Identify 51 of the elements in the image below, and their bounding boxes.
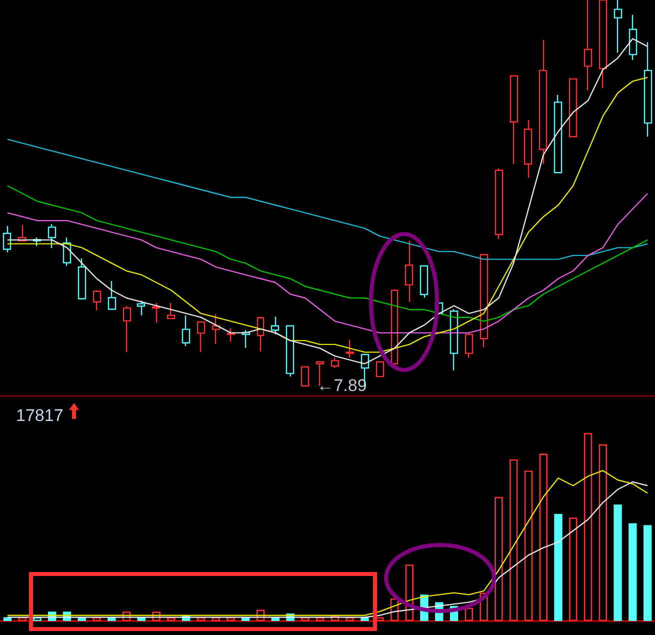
candlestick (480, 254, 488, 348)
candlestick (554, 94, 562, 174)
bar (509, 459, 518, 621)
candlestick (286, 325, 294, 378)
candlestick (212, 314, 220, 345)
bar (584, 433, 592, 621)
candlestick (390, 290, 398, 364)
candlestick (510, 75, 518, 165)
bar (643, 525, 652, 621)
annotation: ←7.89 (316, 376, 367, 395)
candlestick (136, 300, 146, 316)
bar (464, 608, 474, 621)
candlestick (122, 306, 132, 353)
candlestick (450, 308, 458, 371)
candlestick (108, 280, 116, 310)
candlestick (92, 290, 102, 311)
candlestick (584, 0, 592, 92)
candlestick (420, 265, 428, 298)
candlestick (166, 302, 176, 320)
candlestick (524, 119, 532, 178)
candlestick (196, 321, 206, 353)
candlestick (152, 302, 160, 324)
bar (539, 454, 548, 621)
candlestick (404, 240, 414, 302)
candlestick (376, 361, 384, 378)
bar (494, 496, 503, 621)
candlestick (644, 42, 652, 138)
bar (554, 514, 562, 621)
candlestick (464, 334, 474, 358)
bar (628, 523, 637, 621)
candlestick (300, 366, 310, 386)
bar (614, 504, 622, 621)
bar (524, 470, 533, 621)
bar (598, 444, 607, 621)
candlestick (78, 258, 86, 300)
candlestick (598, 0, 608, 89)
candlestick (256, 316, 264, 352)
candlestick (346, 339, 354, 358)
text: 17817 (16, 406, 64, 425)
candlestick (226, 328, 236, 342)
candlestick (568, 78, 578, 138)
candlestick (330, 356, 340, 369)
candlestick (270, 316, 280, 335)
candlestick (538, 39, 548, 165)
candlestick (614, 0, 622, 54)
candlestick (2, 225, 12, 253)
bar (569, 518, 578, 621)
candlestick (48, 223, 56, 249)
candlestick (494, 168, 504, 240)
candlestick (628, 14, 638, 61)
candlestick (182, 314, 190, 347)
